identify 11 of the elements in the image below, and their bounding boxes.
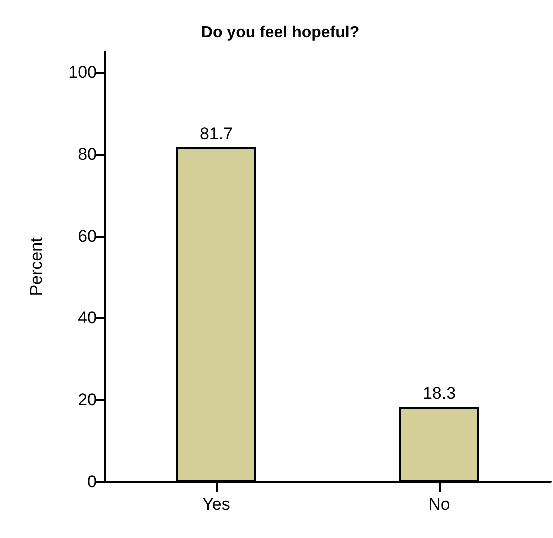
x-tick-label: Yes	[202, 495, 230, 514]
y-tick-label: 100	[68, 62, 97, 82]
y-tick-label: 80	[78, 144, 97, 164]
y-tick-label: 60	[78, 226, 97, 246]
y-tick-label: 40	[78, 308, 97, 328]
data-label: 18.3	[422, 384, 456, 404]
chart-title: Do you feel hopeful?	[201, 24, 360, 42]
x-tick-label: No	[428, 495, 450, 514]
y-tick-label: 20	[78, 390, 97, 410]
y-axis-title: Percent	[27, 237, 46, 296]
data-label: 81.7	[200, 124, 234, 144]
